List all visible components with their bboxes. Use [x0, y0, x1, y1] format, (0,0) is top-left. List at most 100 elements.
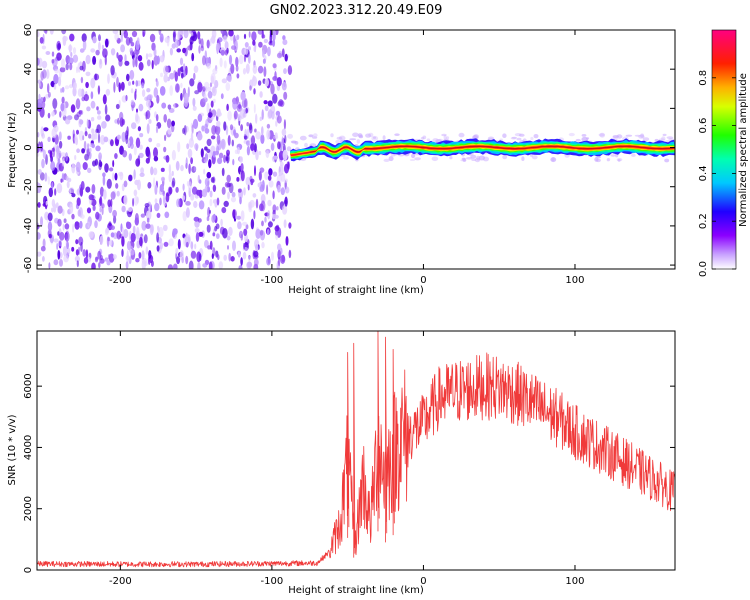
noise-blob [126, 240, 131, 251]
noise-blob [210, 135, 216, 140]
noise-blob [63, 218, 67, 223]
noise-blob [255, 149, 259, 161]
signal-halo [349, 138, 357, 141]
noise-blob [79, 186, 84, 197]
noise-blob [198, 231, 204, 237]
noise-blob [180, 82, 183, 89]
noise-blob [159, 242, 163, 250]
noise-blob [231, 45, 237, 50]
noise-blob [282, 149, 288, 161]
noise-blob [102, 94, 107, 105]
noise-blob [227, 191, 230, 200]
noise-blob [261, 126, 264, 136]
noise-blob [216, 145, 220, 155]
noise-blob [97, 115, 102, 120]
noise-blob [185, 65, 188, 76]
noise-blob [240, 91, 246, 101]
noise-blob [42, 238, 46, 249]
noise-blob [271, 251, 274, 261]
noise-blob [198, 179, 202, 184]
noise-blob [176, 48, 181, 53]
noise-blob [71, 246, 75, 252]
noise-blob [248, 31, 251, 38]
noise-blob [98, 34, 101, 42]
noise-blob [146, 217, 150, 223]
noise-blob [223, 35, 228, 42]
noise-blob [132, 225, 136, 234]
noise-blob [75, 98, 81, 110]
noise-blob [109, 239, 113, 246]
noise-blob [37, 152, 40, 157]
noise-blob [176, 256, 181, 265]
noise-blob [118, 82, 121, 93]
noise-blob [264, 171, 269, 180]
noise-blob [138, 252, 142, 259]
noise-blob [69, 203, 74, 214]
noise-blob [249, 124, 253, 134]
noise-blob [45, 51, 51, 55]
noise-blob [201, 188, 208, 198]
noise-blob [228, 54, 233, 65]
noise-blob [71, 163, 76, 174]
noise-blob [144, 203, 150, 208]
noise-blob [111, 172, 115, 181]
noise-blob [240, 163, 244, 172]
noise-blob [204, 128, 210, 134]
noise-blob [247, 53, 251, 64]
noise-blob [255, 244, 259, 252]
noise-blob [65, 175, 69, 181]
snr-series-line [37, 331, 675, 568]
signal-halo [340, 154, 346, 157]
noise-blob [264, 216, 267, 223]
noise-blob [251, 76, 257, 87]
noise-blob [101, 121, 107, 129]
noise-blob [85, 249, 89, 259]
noise-blob [106, 178, 112, 189]
noise-blob [57, 218, 62, 227]
signal-halo [640, 133, 644, 138]
noise-blob [192, 118, 199, 130]
noise-blob [182, 63, 186, 72]
noise-blob [141, 82, 145, 89]
noise-blob [121, 227, 125, 238]
noise-blob [166, 118, 172, 129]
noise-blob [284, 53, 288, 62]
noise-blob [145, 110, 151, 120]
noise-blob [37, 232, 41, 240]
noise-blob [203, 93, 207, 99]
noise-blob [65, 233, 69, 241]
noise-blob [246, 145, 250, 156]
noise-blob [116, 134, 121, 140]
noise-blob [72, 54, 79, 63]
noise-blob [52, 98, 58, 110]
noise-blob [236, 146, 240, 155]
noise-blob [277, 141, 281, 150]
noise-blob [259, 229, 264, 236]
noise-blob [47, 212, 53, 222]
noise-blob [149, 224, 154, 236]
noise-blob [177, 141, 181, 153]
noise-blob [47, 176, 50, 185]
noise-blob [190, 193, 195, 201]
noise-blob [231, 191, 236, 198]
noise-blob [41, 158, 45, 169]
noise-blob [258, 41, 263, 48]
noise-blob [183, 30, 189, 39]
signal-halo [299, 135, 307, 141]
noise-blob [43, 127, 49, 132]
noise-blob [79, 110, 84, 115]
noise-blob [94, 73, 98, 81]
noise-blob [168, 172, 172, 183]
noise-blob [206, 171, 212, 179]
noise-blob [204, 158, 208, 164]
noise-blob [193, 166, 197, 172]
noise-blob [163, 146, 167, 153]
noise-blob [202, 55, 206, 66]
noise-blob [159, 55, 165, 63]
noise-blob [231, 139, 234, 147]
noise-blob [209, 82, 213, 88]
noise-blob [95, 211, 100, 220]
noise-blob [80, 76, 84, 84]
noise-blob [204, 177, 210, 187]
